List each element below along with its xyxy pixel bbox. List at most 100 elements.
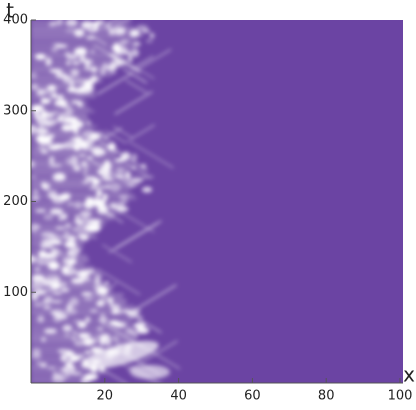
pattern-blob [84,373,99,381]
pattern-blob [76,103,86,108]
pattern-blob [96,326,104,332]
pattern-blob [129,330,137,335]
pattern-blob [73,340,86,347]
x-axis-label: x [403,363,415,387]
x-tick-label: 60 [244,389,261,404]
pattern-streak [114,90,153,115]
pattern-blob [111,44,123,52]
pattern-blob [34,267,41,272]
pattern-band [31,167,135,170]
pattern-blob [57,349,70,354]
pattern-blob [35,209,47,213]
pattern-blob [79,270,87,278]
pattern-blob [73,129,79,135]
pattern-blob [47,190,58,198]
pattern-blob [71,336,77,340]
pattern-blob [131,307,141,315]
pattern-band [31,152,117,155]
pattern-band [31,284,108,287]
pattern-blob [83,296,93,301]
pattern-blob [62,364,76,374]
pattern-band [31,350,131,353]
pattern-blob [140,29,151,33]
pattern-blob [47,366,57,370]
pattern-streak [112,125,134,139]
pattern-blob [50,47,59,52]
pattern-blob [141,186,153,193]
pattern-blob [31,275,45,285]
pattern-blob [44,328,57,334]
pattern-band [31,191,129,194]
pattern-band [31,278,101,281]
pattern-blob [141,174,154,179]
pattern-blob [84,350,91,355]
pattern-blob [100,65,107,74]
pattern-blob [31,291,39,301]
pattern-streak [91,174,109,186]
pattern-band [31,68,113,71]
pattern-blob [70,371,83,376]
pattern-blob [31,83,39,91]
pattern-blob [52,291,63,295]
pattern-blob [50,278,62,282]
pattern-band [31,245,83,248]
pattern-band [31,281,109,284]
pattern-blob [84,269,96,274]
pattern-blob [44,252,54,259]
pattern-blob [81,180,91,184]
pattern-blob [61,265,70,274]
pattern-band [31,197,137,200]
pattern-blob [84,161,89,171]
y-tick-label: 300 [3,103,28,118]
plot-area [31,20,403,383]
pattern-streak [97,206,124,224]
pattern-blob [39,362,48,368]
pattern-blob [74,219,84,224]
pattern-blob [145,39,153,43]
pattern-blob [109,70,117,75]
pattern-streak [90,35,107,46]
pattern-blob [34,112,40,119]
pattern-blob [81,20,94,30]
heatmap-pattern [31,20,181,383]
pattern-blob [55,313,68,320]
pattern-blob [85,176,98,181]
pattern-streak [99,141,149,172]
pattern-blob [58,193,71,201]
pattern-blob [94,272,102,280]
pattern-streak [136,317,162,334]
pattern-blob [32,189,39,196]
pattern-blob [74,87,86,95]
pattern-band [31,287,113,290]
pattern-blob [89,199,104,206]
pattern-blob [77,232,89,240]
pattern-blob [64,51,71,57]
pattern-blob [49,208,64,215]
pattern-blob [40,149,49,154]
pattern-band [31,212,123,215]
pattern-band [31,233,94,236]
pattern-blob [128,53,133,63]
pattern-streak [122,159,148,176]
pattern-streak [100,20,117,30]
pattern-blob [121,309,133,313]
pattern-blob [62,141,75,150]
pattern-band [31,74,112,77]
pattern-blob [86,121,92,126]
pattern-blob [73,319,82,324]
pattern-blob [33,302,44,307]
pattern-band [31,302,126,305]
pattern-streak [101,243,133,263]
pattern-blob [100,312,105,319]
pattern-band [31,44,139,47]
pattern-blob [72,354,81,361]
pattern-band [31,65,123,68]
pattern-blob [38,250,47,259]
pattern-blob [68,236,77,243]
pattern-streak [96,72,134,96]
pattern-band [31,113,88,116]
pattern-band [31,89,96,92]
pattern-blob [43,213,54,221]
pattern-blob [49,68,63,73]
pattern-blob [51,374,66,383]
